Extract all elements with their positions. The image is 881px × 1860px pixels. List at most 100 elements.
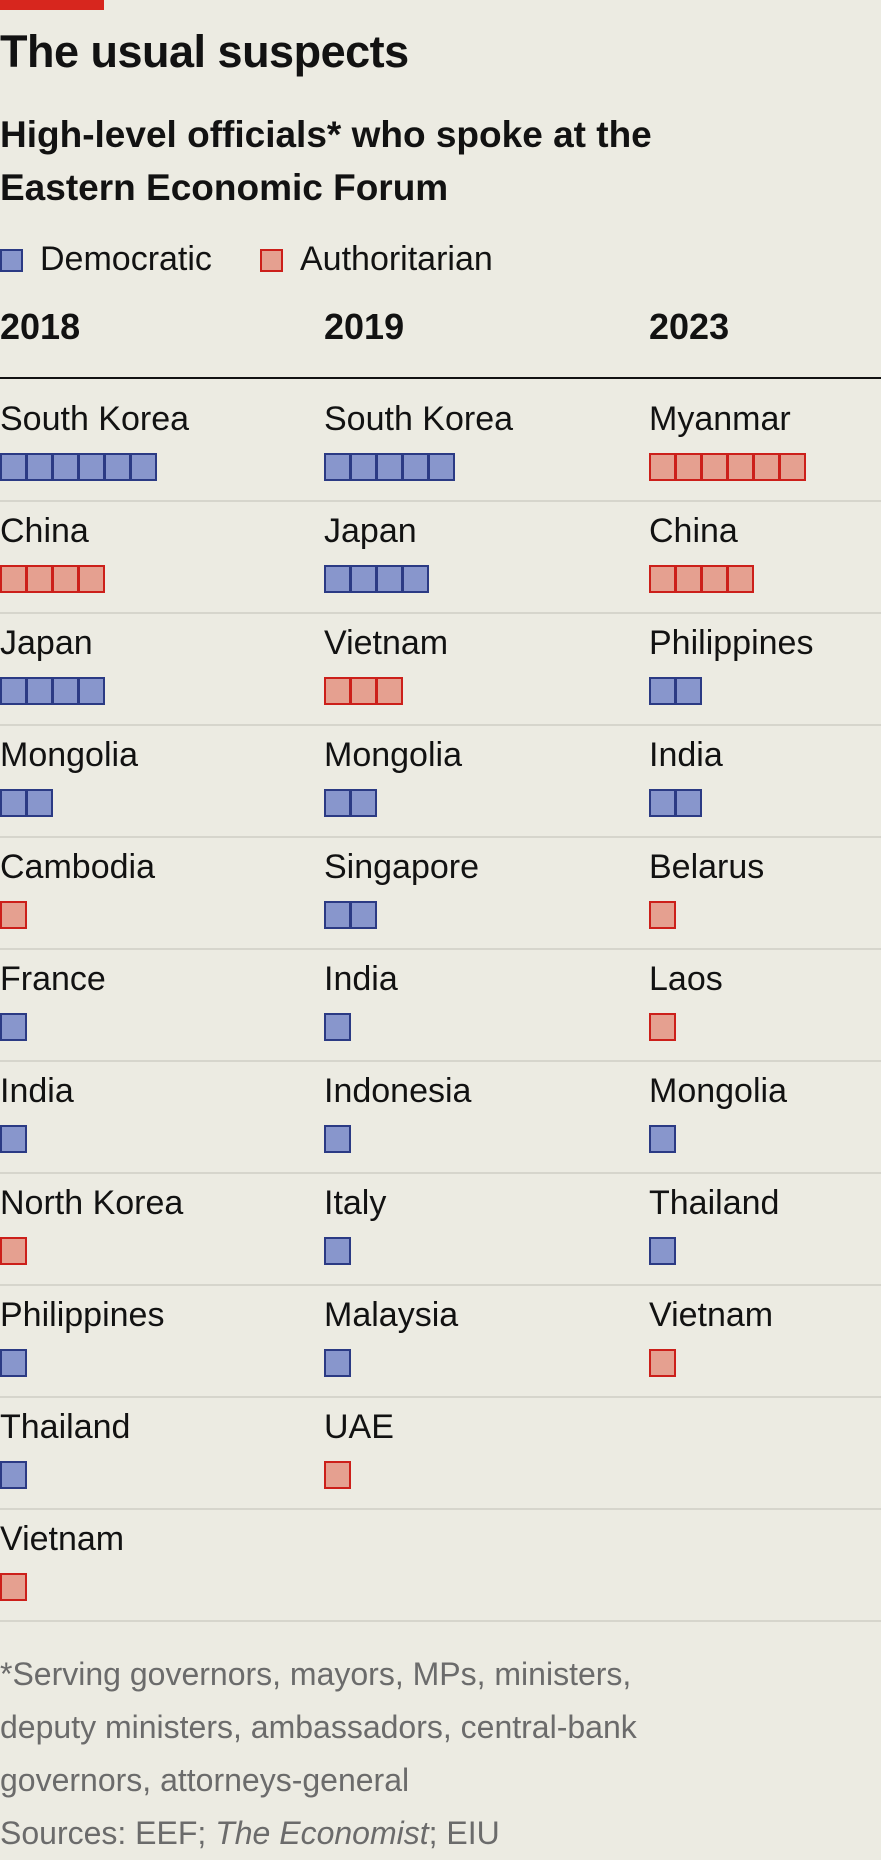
official-box-democratic: [324, 1349, 351, 1377]
official-box-authoritarian: [0, 901, 27, 929]
official-box-democratic: [402, 565, 429, 593]
country-label: Thailand: [0, 1408, 131, 1446]
official-box-democratic: [0, 453, 27, 481]
official-box-democratic: [324, 901, 351, 929]
official-box-authoritarian: [675, 565, 702, 593]
row-divider: [0, 724, 881, 726]
official-box-democratic: [324, 1125, 351, 1153]
official-count-boxes: [0, 901, 27, 929]
row-divider: [0, 948, 881, 950]
column-header-2018: 2018: [0, 306, 81, 347]
country-label: South Korea: [0, 400, 190, 438]
official-box-democratic: [428, 453, 455, 481]
official-box-democratic: [324, 1013, 351, 1041]
official-count-boxes: [649, 677, 702, 705]
official-box-democratic: [402, 453, 429, 481]
official-count-boxes: [0, 1013, 27, 1041]
legend-swatch-authoritarian: [260, 249, 283, 272]
official-count-boxes: [324, 901, 377, 929]
chart-title: The usual suspects: [0, 26, 409, 77]
official-count-boxes: [649, 1125, 676, 1153]
official-count-boxes: [0, 565, 105, 593]
header-rule: [0, 377, 881, 379]
legend-swatch-democratic: [0, 249, 23, 272]
country-label: UAE: [324, 1408, 394, 1446]
official-count-boxes: [649, 789, 702, 817]
row-divider: [0, 500, 881, 502]
official-box-authoritarian: [78, 565, 105, 593]
official-box-democratic: [649, 789, 676, 817]
country-label: Singapore: [324, 848, 480, 886]
official-box-democratic: [78, 677, 105, 705]
official-box-authoritarian: [324, 677, 351, 705]
official-box-democratic: [130, 453, 157, 481]
row-divider: [0, 1172, 881, 1174]
official-box-authoritarian: [649, 565, 676, 593]
column-header-2019: 2019: [324, 306, 405, 347]
official-box-democratic: [0, 789, 27, 817]
official-box-democratic: [324, 1237, 351, 1265]
sources: Sources: EEF; The Economist; EIU: [0, 1807, 637, 1860]
official-count-boxes: [324, 789, 377, 817]
country-label: Thailand: [649, 1184, 780, 1222]
official-box-democratic: [324, 789, 351, 817]
official-box-authoritarian: [727, 453, 754, 481]
official-count-boxes: [0, 1461, 27, 1489]
country-label: Belarus: [649, 848, 765, 886]
footnote: *Serving governors, mayors, MPs, ministe…: [0, 1648, 637, 1860]
official-count-boxes: [649, 901, 676, 929]
official-box-democratic: [26, 453, 53, 481]
official-count-boxes: [649, 565, 754, 593]
country-label: India: [324, 960, 398, 998]
official-box-authoritarian: [0, 1237, 27, 1265]
official-box-authoritarian: [0, 1573, 27, 1601]
official-box-democratic: [26, 789, 53, 817]
official-box-authoritarian: [324, 1461, 351, 1489]
country-label: Myanmar: [649, 400, 791, 438]
official-box-democratic: [675, 677, 702, 705]
official-box-democratic: [675, 789, 702, 817]
official-box-authoritarian: [52, 565, 79, 593]
country-label: Japan: [0, 624, 93, 662]
official-box-democratic: [350, 565, 377, 593]
official-count-boxes: [0, 789, 53, 817]
official-count-boxes: [0, 1349, 27, 1377]
row-divider: [0, 1396, 881, 1398]
official-box-democratic: [324, 565, 351, 593]
official-count-boxes: [649, 1349, 676, 1377]
official-box-authoritarian: [753, 453, 780, 481]
country-label: Japan: [324, 512, 417, 550]
official-count-boxes: [649, 453, 806, 481]
country-label: Vietnam: [0, 1520, 125, 1558]
official-count-boxes: [0, 1125, 27, 1153]
official-box-democratic: [649, 1237, 676, 1265]
official-box-democratic: [52, 677, 79, 705]
official-box-authoritarian: [0, 565, 27, 593]
official-box-democratic: [52, 453, 79, 481]
country-label: India: [649, 736, 723, 774]
row-divider: [0, 1060, 881, 1062]
country-label: Italy: [324, 1184, 387, 1222]
row-divider: [0, 1284, 881, 1286]
official-box-authoritarian: [26, 565, 53, 593]
official-box-democratic: [26, 677, 53, 705]
official-count-boxes: [649, 1237, 676, 1265]
official-box-democratic: [0, 1013, 27, 1041]
country-label: Mongolia: [324, 736, 462, 774]
country-label: Indonesia: [324, 1072, 472, 1110]
official-count-boxes: [324, 565, 429, 593]
official-box-democratic: [0, 677, 27, 705]
official-box-democratic: [0, 1461, 27, 1489]
official-count-boxes: [0, 453, 157, 481]
official-box-democratic: [78, 453, 105, 481]
official-count-boxes: [324, 1125, 351, 1153]
official-box-democratic: [649, 1125, 676, 1153]
official-count-boxes: [324, 453, 455, 481]
country-label: China: [649, 512, 738, 550]
country-label: Mongolia: [0, 736, 138, 774]
official-box-democratic: [350, 453, 377, 481]
country-label: South Korea: [324, 400, 514, 438]
official-count-boxes: [324, 1349, 351, 1377]
official-count-boxes: [0, 1573, 27, 1601]
subtitle-line-2: Eastern Economic Forum: [0, 167, 449, 208]
